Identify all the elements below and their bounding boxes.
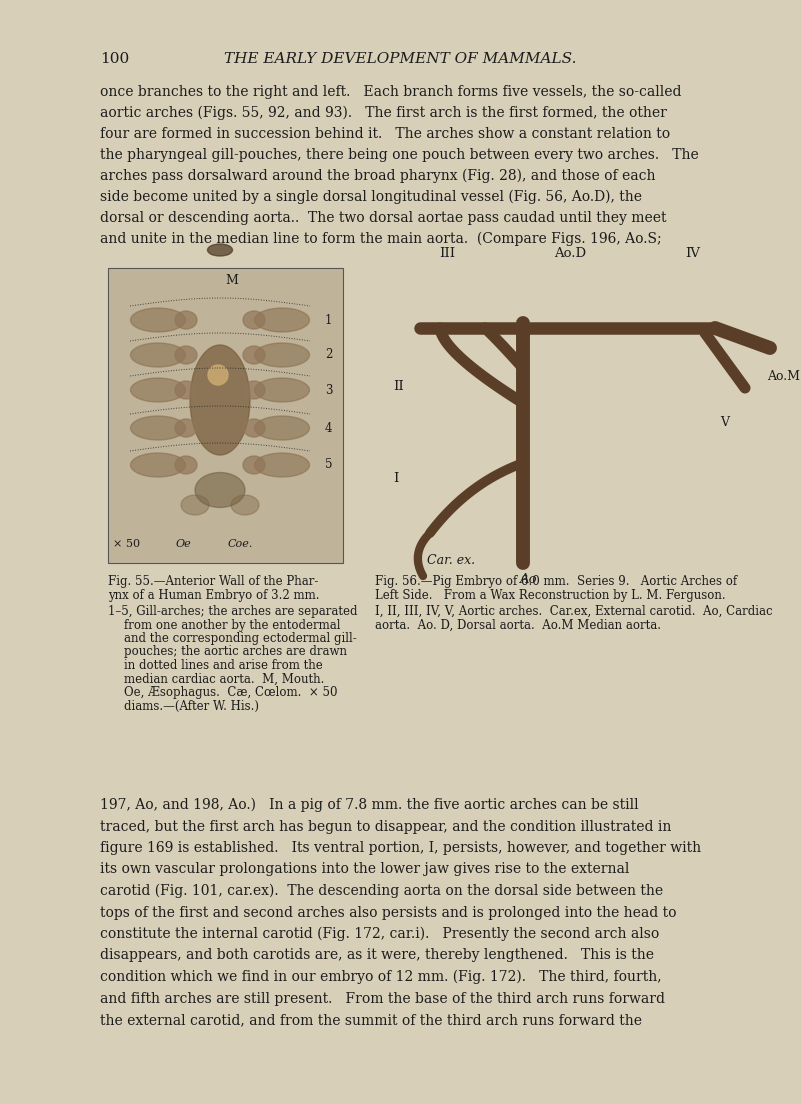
Text: Oe: Oe	[176, 539, 191, 549]
Text: 5: 5	[325, 458, 332, 471]
Text: the pharyngeal gill-pouches, there being one pouch between every two arches.   T: the pharyngeal gill-pouches, there being…	[100, 148, 698, 162]
Text: and the corresponding ectodermal gill-: and the corresponding ectodermal gill-	[124, 631, 356, 645]
Ellipse shape	[243, 346, 265, 364]
Text: Fig. 56.—Pig Embryo of 6.0 mm.  Series 9.   Aortic Arches of: Fig. 56.—Pig Embryo of 6.0 mm. Series 9.…	[375, 575, 737, 588]
Ellipse shape	[207, 244, 232, 256]
Text: Coe.: Coe.	[228, 539, 253, 549]
Text: Fig. 55.—Anterior Wall of the Phar-: Fig. 55.—Anterior Wall of the Phar-	[108, 575, 318, 588]
Text: figure 169 is established.   Its ventral portion, I, persists, however, and toge: figure 169 is established. Its ventral p…	[100, 841, 701, 854]
Text: pouches; the aortic arches are drawn: pouches; the aortic arches are drawn	[124, 646, 347, 658]
Text: ynx of a Human Embryo of 3.2 mm.: ynx of a Human Embryo of 3.2 mm.	[108, 590, 320, 602]
Text: tops of the first and second arches also persists and is prolonged into the head: tops of the first and second arches also…	[100, 905, 677, 920]
Ellipse shape	[255, 416, 309, 440]
Text: four are formed in succession behind it.   The arches show a constant relation t: four are formed in succession behind it.…	[100, 127, 670, 141]
Text: in dotted lines and arise from the: in dotted lines and arise from the	[124, 659, 323, 672]
Circle shape	[208, 365, 228, 385]
Text: Left Side.   From a Wax Reconstruction by L. M. Ferguson.: Left Side. From a Wax Reconstruction by …	[375, 590, 726, 602]
Text: constitute the internal carotid (Fig. 172, car.i).   Presently the second arch a: constitute the internal carotid (Fig. 17…	[100, 927, 659, 942]
Text: 2: 2	[325, 349, 332, 361]
Text: 1–5, Gill-arches; the arches are separated: 1–5, Gill-arches; the arches are separat…	[108, 605, 357, 618]
Text: V: V	[720, 416, 729, 429]
Text: 4: 4	[325, 422, 332, 435]
Text: II: II	[393, 380, 404, 393]
Text: THE EARLY DEVELOPMENT OF MAMMALS.: THE EARLY DEVELOPMENT OF MAMMALS.	[223, 52, 576, 66]
Text: median cardiac aorta.  M, Mouth.: median cardiac aorta. M, Mouth.	[124, 672, 324, 686]
Ellipse shape	[131, 416, 186, 440]
Text: 100: 100	[100, 52, 129, 66]
Text: IV: IV	[686, 247, 701, 261]
Text: diams.—(After W. His.): diams.—(After W. His.)	[124, 700, 259, 712]
Bar	[108, 268, 343, 563]
Text: side become united by a single dorsal longitudinal vessel (Fig. 56, Ao.D), the: side become united by a single dorsal lo…	[100, 190, 642, 204]
Text: Ao: Ao	[519, 573, 537, 586]
Ellipse shape	[255, 453, 309, 477]
Ellipse shape	[243, 420, 265, 437]
Text: disappears, and both carotids are, as it were, thereby lengthened.   This is the: disappears, and both carotids are, as it…	[100, 948, 654, 963]
Ellipse shape	[190, 344, 250, 455]
Text: and fifth arches are still present.   From the base of the third arch runs forwa: and fifth arches are still present. From…	[100, 991, 665, 1006]
Text: condition which we find in our embryo of 12 mm. (Fig. 172).   The third, fourth,: condition which we find in our embryo of…	[100, 970, 662, 985]
Text: traced, but the first arch has begun to disappear, and the condition illustrated: traced, but the first arch has begun to …	[100, 819, 671, 834]
Text: × 50: × 50	[113, 539, 140, 549]
Text: Ao.M: Ao.M	[767, 370, 800, 382]
Text: aortic arches (Figs. 55, 92, and 93).   The first arch is the first formed, the : aortic arches (Figs. 55, 92, and 93). Th…	[100, 106, 667, 120]
Ellipse shape	[175, 456, 197, 474]
Ellipse shape	[195, 473, 245, 508]
Text: the external carotid, and from the summit of the third arch runs forward the: the external carotid, and from the summi…	[100, 1013, 642, 1027]
Text: Oe, Æsophagus.  Cæ, Cœlom.  × 50: Oe, Æsophagus. Cæ, Cœlom. × 50	[124, 686, 337, 699]
Ellipse shape	[175, 420, 197, 437]
Text: dorsal or descending aorta..  The two dorsal aortae pass caudad until they meet: dorsal or descending aorta.. The two dor…	[100, 211, 666, 225]
Ellipse shape	[255, 343, 309, 367]
Ellipse shape	[131, 308, 186, 332]
Bar	[108, 268, 343, 563]
Text: 197, Ao, and 198, Ao.)   In a pig of 7.8 mm. the five aortic arches can be still: 197, Ao, and 198, Ao.) In a pig of 7.8 m…	[100, 798, 638, 813]
Ellipse shape	[131, 378, 186, 402]
Text: and unite in the median line to form the main aorta.  (Compare Figs. 196, Ao.S;: and unite in the median line to form the…	[100, 232, 662, 246]
Ellipse shape	[181, 495, 209, 514]
Text: carotid (Fig. 101, car.ex).  The descending aorta on the dorsal side between the: carotid (Fig. 101, car.ex). The descendi…	[100, 884, 663, 899]
Ellipse shape	[131, 453, 186, 477]
Ellipse shape	[175, 311, 197, 329]
Ellipse shape	[131, 343, 186, 367]
Ellipse shape	[243, 311, 265, 329]
Ellipse shape	[175, 381, 197, 399]
Ellipse shape	[175, 346, 197, 364]
Text: I, II, III, IV, V, Aortic arches.  Car.ex, External carotid.  Ao, Cardiac: I, II, III, IV, V, Aortic arches. Car.ex…	[375, 605, 773, 618]
Ellipse shape	[255, 378, 309, 402]
Ellipse shape	[231, 495, 259, 514]
Text: Car. ex.: Car. ex.	[427, 554, 475, 567]
Text: I: I	[393, 471, 398, 485]
Text: 1: 1	[325, 314, 332, 327]
Text: III: III	[439, 247, 455, 261]
Text: aorta.  Ao. D, Dorsal aorta.  Ao.M Median aorta.: aorta. Ao. D, Dorsal aorta. Ao.M Median …	[375, 618, 661, 631]
Ellipse shape	[243, 456, 265, 474]
Text: once branches to the right and left.   Each branch forms five vessels, the so-ca: once branches to the right and left. Eac…	[100, 85, 682, 99]
Text: its own vascular prolongations into the lower jaw gives rise to the external: its own vascular prolongations into the …	[100, 862, 630, 877]
Text: 3: 3	[325, 383, 332, 396]
Text: Ao.D: Ao.D	[554, 247, 586, 261]
Text: M: M	[226, 274, 239, 287]
Text: from one another by the entodermal: from one another by the entodermal	[124, 618, 340, 631]
Ellipse shape	[243, 381, 265, 399]
Ellipse shape	[255, 308, 309, 332]
Text: arches pass dorsalward around the broad pharynx (Fig. 28), and those of each: arches pass dorsalward around the broad …	[100, 169, 655, 183]
